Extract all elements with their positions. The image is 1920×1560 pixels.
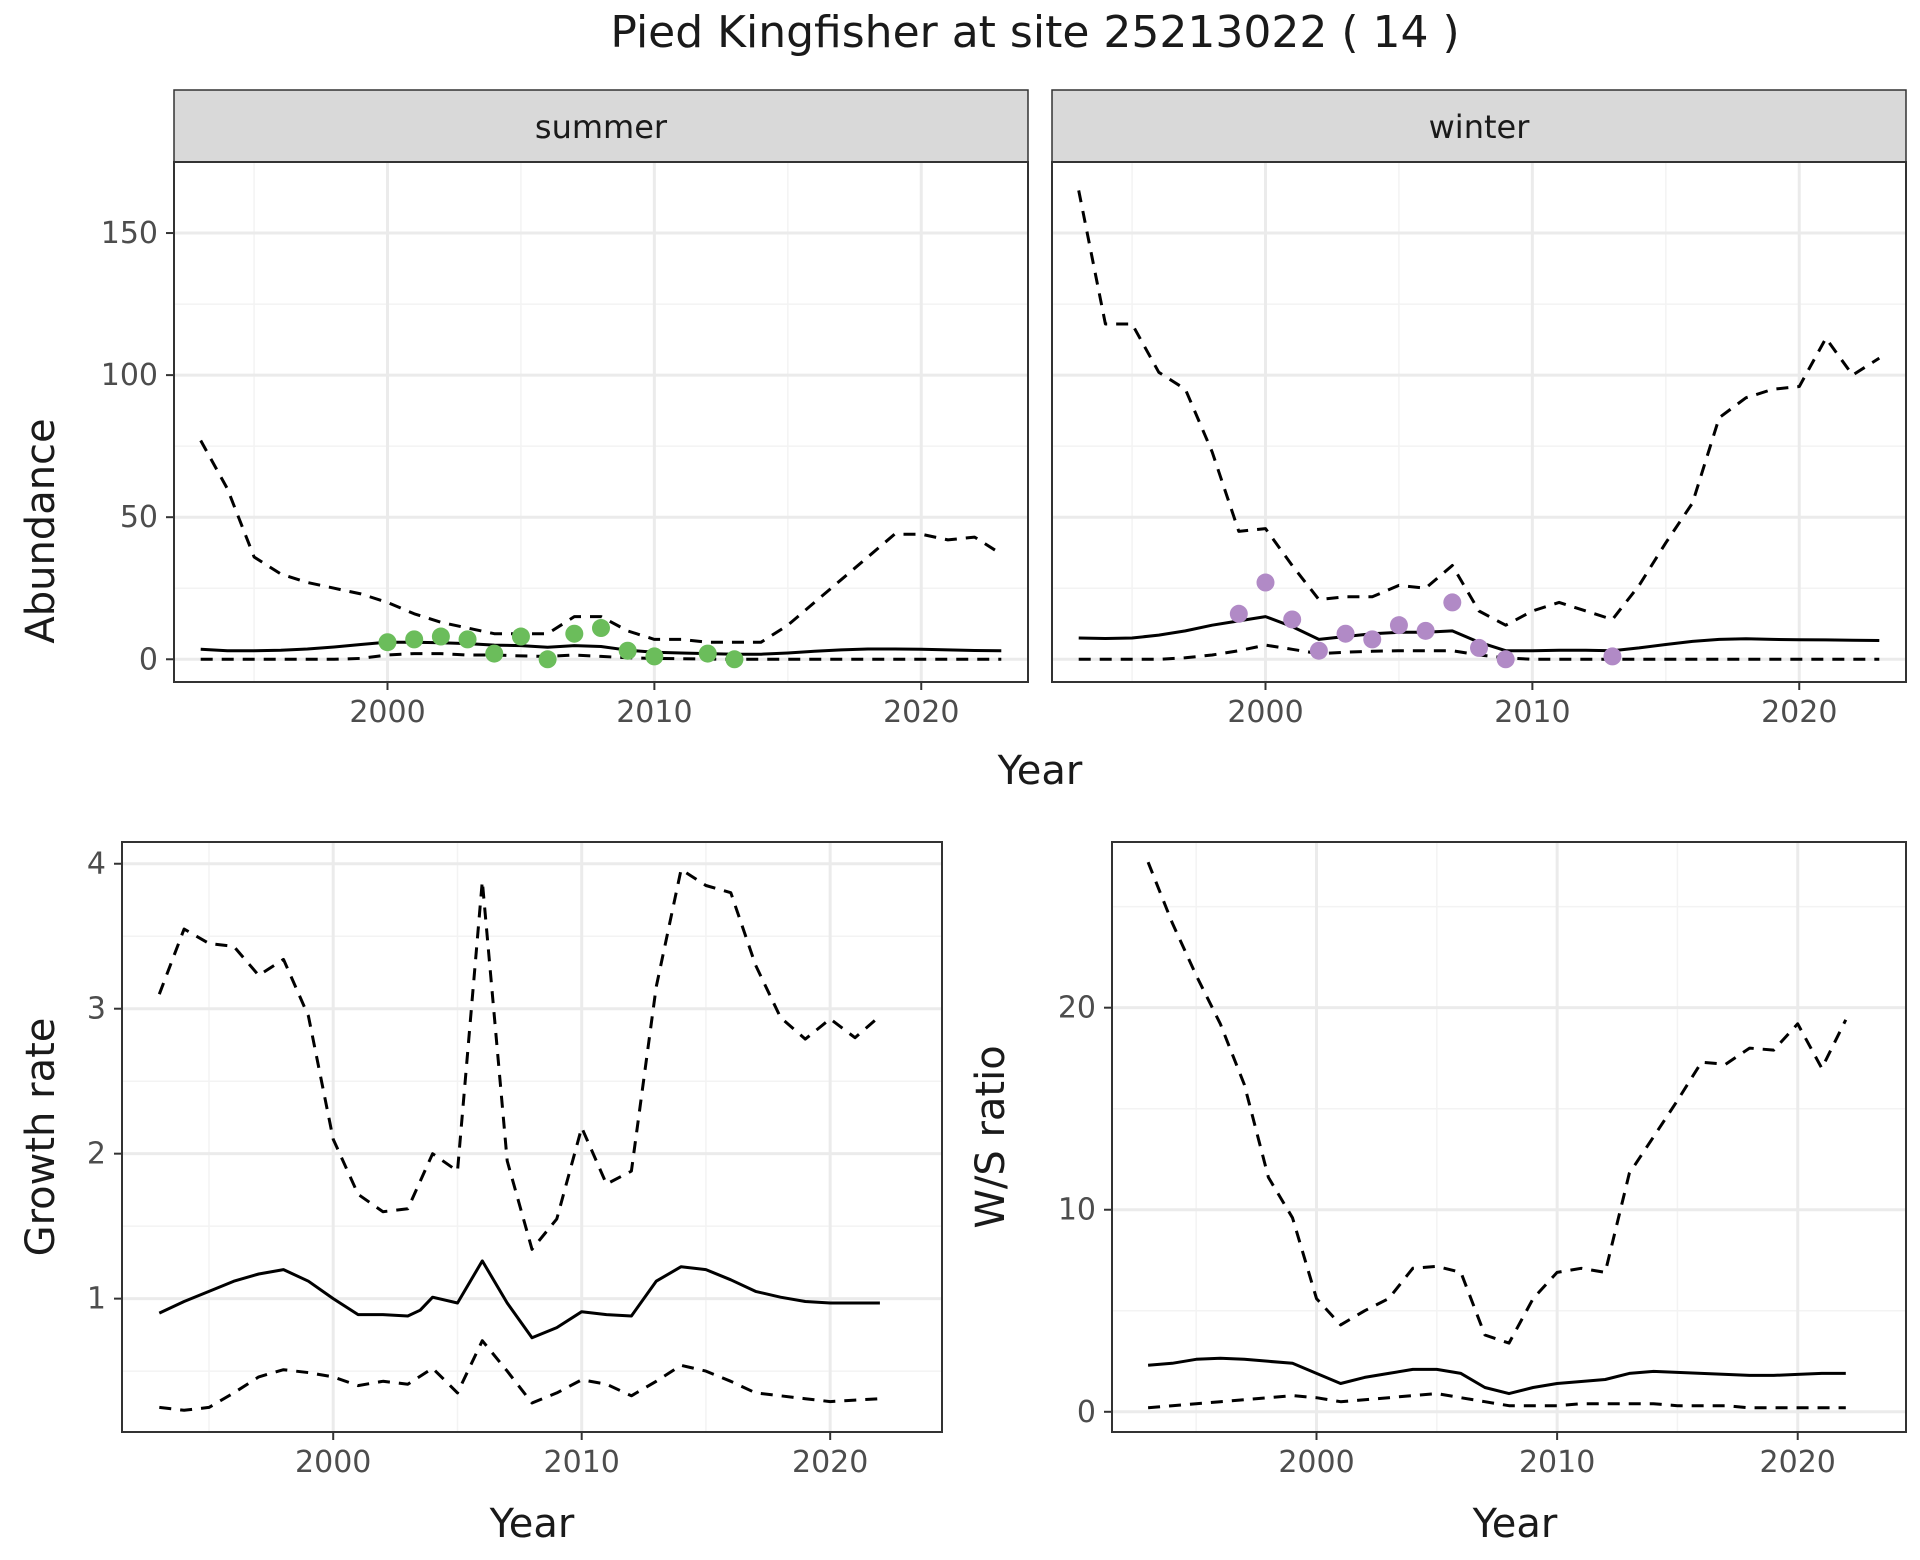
data-point <box>1470 638 1488 657</box>
data-point <box>592 619 610 638</box>
data-point <box>431 627 450 646</box>
ylabel-abundance: Abundance <box>18 418 64 643</box>
data-point <box>618 641 637 660</box>
data-point <box>1336 624 1355 643</box>
series-line-bound <box>200 652 1002 661</box>
data-point <box>565 624 584 643</box>
panel-ws-ratio: 2000 2010 2020 0 10 20 W/S ratio Year <box>968 841 1907 1547</box>
data-point <box>1496 650 1515 669</box>
data-point <box>725 650 744 669</box>
panel-border <box>173 161 1029 683</box>
xlabel-growth-rate: Year <box>489 1501 575 1547</box>
x-tick-label: 2020 <box>1760 1445 1836 1480</box>
y-tick-label: 4 <box>87 847 106 882</box>
panel-growth-rate: 2000 2010 2020 1 2 3 4 Growth rate Year <box>18 841 943 1547</box>
data-point <box>1256 573 1275 592</box>
ylabel-growth-rate: Growth rate <box>18 1018 64 1257</box>
data-point <box>698 644 717 663</box>
strip-summer-label: summer <box>535 108 668 146</box>
y-tick-label: 2 <box>87 1137 106 1172</box>
data-point <box>1283 610 1302 629</box>
data-point <box>1443 593 1462 612</box>
data-point <box>405 630 424 649</box>
plot-growth-rate: 2000 2010 2020 1 2 3 4 <box>87 841 943 1480</box>
y-tick-label: 1 <box>87 1282 106 1317</box>
plot-ws-ratio: 2000 2010 2020 0 10 20 <box>1058 841 1907 1480</box>
x-tick-label: 2010 <box>1519 1445 1595 1480</box>
panel-summer: summer 2000 2010 2020 0 50 100 150 Abundance <box>18 89 1029 730</box>
x-tick-label: 2000 <box>349 695 425 730</box>
y-tick-label: 150 <box>101 216 158 251</box>
data-point <box>485 644 504 663</box>
panel-border <box>121 841 943 1433</box>
y-tick-label: 10 <box>1058 1193 1096 1228</box>
data-point <box>1229 604 1248 623</box>
strip-summer <box>173 89 1029 163</box>
y-tick-label: 0 <box>1077 1395 1096 1430</box>
series-line-bound <box>1146 861 1848 1345</box>
xlabel-ws-ratio: Year <box>1472 1501 1558 1547</box>
y-tick-label: 3 <box>87 992 106 1027</box>
x-tick-label: 2020 <box>883 695 959 730</box>
ylabel-ws-ratio: W/S ratio <box>968 1045 1014 1228</box>
strip-winter <box>1051 89 1907 163</box>
series-line-bound <box>157 868 881 1251</box>
series-line-estimate <box>200 640 1002 656</box>
panel-winter: winter 2000 2010 2020 <box>1051 89 1907 730</box>
data-point <box>1389 616 1408 635</box>
x-tick-label: 2010 <box>544 1445 620 1480</box>
panel-border <box>1051 161 1907 683</box>
plot-abundance-winter: 2000 2010 2020 <box>1051 161 1907 730</box>
series-line-bound <box>159 1339 880 1412</box>
figure-title: Pied Kingfisher at site 25213022 ( 14 ) <box>610 7 1459 58</box>
x-tick-label: 2000 <box>295 1445 371 1480</box>
y-tick-label: 20 <box>1058 991 1096 1026</box>
series-line-bound <box>1077 190 1881 627</box>
data-point <box>1309 641 1328 660</box>
y-tick-label: 0 <box>139 642 158 677</box>
strip-winter-label: winter <box>1429 108 1531 146</box>
data-point <box>1416 621 1435 640</box>
x-tick-label: 2010 <box>1494 695 1570 730</box>
data-point <box>458 630 477 649</box>
x-tick-label: 2000 <box>1227 695 1303 730</box>
y-tick-label: 100 <box>101 358 158 393</box>
data-point <box>511 627 530 646</box>
data-point <box>378 633 397 652</box>
x-tick-label: 2020 <box>1761 695 1837 730</box>
x-tick-label: 2010 <box>616 695 692 730</box>
series-line-estimate <box>158 1259 880 1340</box>
series-line-bound <box>199 439 1003 644</box>
panel-border <box>1111 841 1907 1433</box>
x-tick-label: 2000 <box>1278 1445 1354 1480</box>
x-tick-label: 2020 <box>792 1445 868 1480</box>
data-point <box>1603 647 1622 666</box>
data-point <box>1363 630 1382 649</box>
series-line-bound <box>1147 1392 1846 1410</box>
plot-abundance-summer: 2000 2010 2020 0 50 100 150 <box>101 161 1029 730</box>
xlabel-top: Year <box>997 748 1083 794</box>
series-line-estimate <box>1147 1356 1846 1396</box>
data-point <box>538 650 557 669</box>
data-point <box>645 647 664 666</box>
y-tick-label: 50 <box>120 500 158 535</box>
